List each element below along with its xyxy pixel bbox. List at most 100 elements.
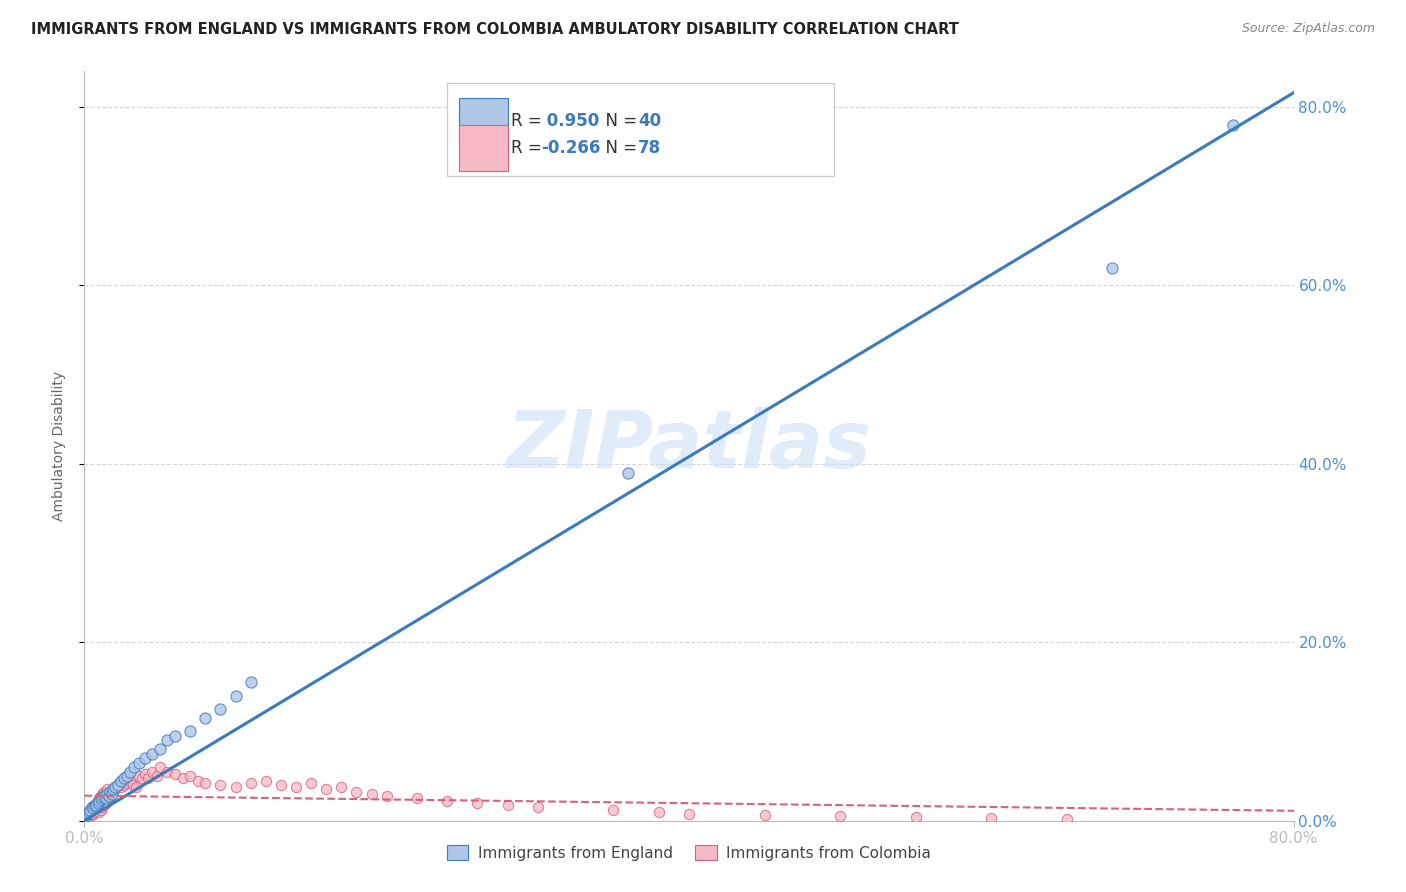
Point — [79, 803, 101, 817]
Point — [82, 806, 104, 821]
Point — [194, 711, 217, 725]
Point — [179, 769, 201, 783]
FancyBboxPatch shape — [447, 83, 834, 177]
Point — [79, 803, 101, 817]
Point — [1056, 812, 1078, 826]
Y-axis label: Ambulatory Disability: Ambulatory Disability — [52, 371, 66, 521]
Point — [136, 771, 159, 785]
Point — [107, 778, 129, 792]
Point — [165, 729, 187, 743]
Point — [96, 782, 118, 797]
Point — [96, 794, 118, 808]
Point — [131, 771, 153, 785]
Point — [122, 760, 145, 774]
Point — [239, 776, 262, 790]
Point — [128, 756, 150, 770]
Point — [149, 742, 172, 756]
Point — [75, 809, 97, 823]
Point — [90, 792, 112, 806]
Point — [93, 789, 115, 803]
Text: IMMIGRANTS FROM ENGLAND VS IMMIGRANTS FROM COLOMBIA AMBULATORY DISABILITY CORREL: IMMIGRANTS FROM ENGLAND VS IMMIGRANTS FR… — [31, 22, 959, 37]
Point — [111, 773, 134, 788]
Point — [104, 782, 127, 797]
Point — [299, 776, 322, 790]
Point — [146, 769, 169, 783]
Point — [496, 797, 519, 812]
Point — [830, 809, 852, 823]
Point — [84, 799, 107, 814]
Point — [330, 780, 353, 794]
Point — [97, 789, 120, 803]
Text: N =: N = — [595, 112, 643, 130]
Point — [149, 760, 172, 774]
Point — [617, 466, 640, 480]
Point — [467, 796, 489, 810]
Point — [360, 787, 382, 801]
Text: -0.266: -0.266 — [541, 139, 600, 157]
Point — [77, 805, 100, 819]
Point — [118, 764, 141, 779]
Point — [285, 780, 308, 794]
Point — [76, 806, 98, 821]
Point — [1222, 118, 1244, 132]
Point — [315, 782, 337, 797]
Point — [101, 782, 124, 797]
Point — [678, 806, 700, 821]
Point — [134, 751, 156, 765]
Point — [194, 776, 217, 790]
Point — [754, 808, 776, 822]
Point — [87, 801, 110, 815]
FancyBboxPatch shape — [460, 97, 508, 144]
Point — [100, 787, 122, 801]
Point — [98, 785, 121, 799]
Point — [110, 780, 132, 794]
Point — [179, 724, 201, 739]
Point — [101, 785, 124, 799]
Point — [91, 800, 114, 814]
Point — [128, 769, 150, 783]
Point — [94, 796, 117, 810]
Text: N =: N = — [595, 139, 643, 157]
Point — [209, 702, 232, 716]
Point — [93, 797, 115, 812]
Point — [93, 785, 115, 799]
Point — [90, 789, 112, 803]
Point — [141, 764, 163, 779]
Point — [110, 773, 132, 788]
Point — [97, 791, 120, 805]
FancyBboxPatch shape — [460, 125, 508, 171]
Text: R =: R = — [512, 112, 547, 130]
Point — [84, 805, 107, 819]
Point — [239, 675, 262, 690]
Point — [80, 800, 103, 814]
Text: R =: R = — [512, 139, 547, 157]
Point — [156, 733, 179, 747]
Point — [121, 778, 143, 792]
Point — [1101, 260, 1123, 275]
Text: ZIPatlas: ZIPatlas — [506, 407, 872, 485]
Point — [76, 806, 98, 821]
Point — [406, 791, 429, 805]
Point — [209, 778, 232, 792]
Point — [436, 794, 458, 808]
Point — [115, 769, 138, 783]
Point — [89, 791, 111, 805]
Point — [141, 747, 163, 761]
Point — [107, 778, 129, 792]
Text: 78: 78 — [638, 139, 661, 157]
Point — [527, 800, 550, 814]
Point — [86, 803, 108, 817]
Text: 0.950: 0.950 — [541, 112, 600, 130]
Point — [346, 785, 368, 799]
Point — [980, 811, 1002, 825]
Legend: Immigrants from England, Immigrants from Colombia: Immigrants from England, Immigrants from… — [441, 839, 936, 867]
Point — [90, 803, 112, 817]
Point — [108, 776, 131, 790]
Point — [89, 805, 111, 819]
Point — [86, 796, 108, 810]
Point — [91, 790, 114, 805]
Point — [648, 805, 671, 819]
Point — [602, 803, 624, 817]
Point — [94, 791, 117, 805]
Point — [104, 780, 127, 794]
